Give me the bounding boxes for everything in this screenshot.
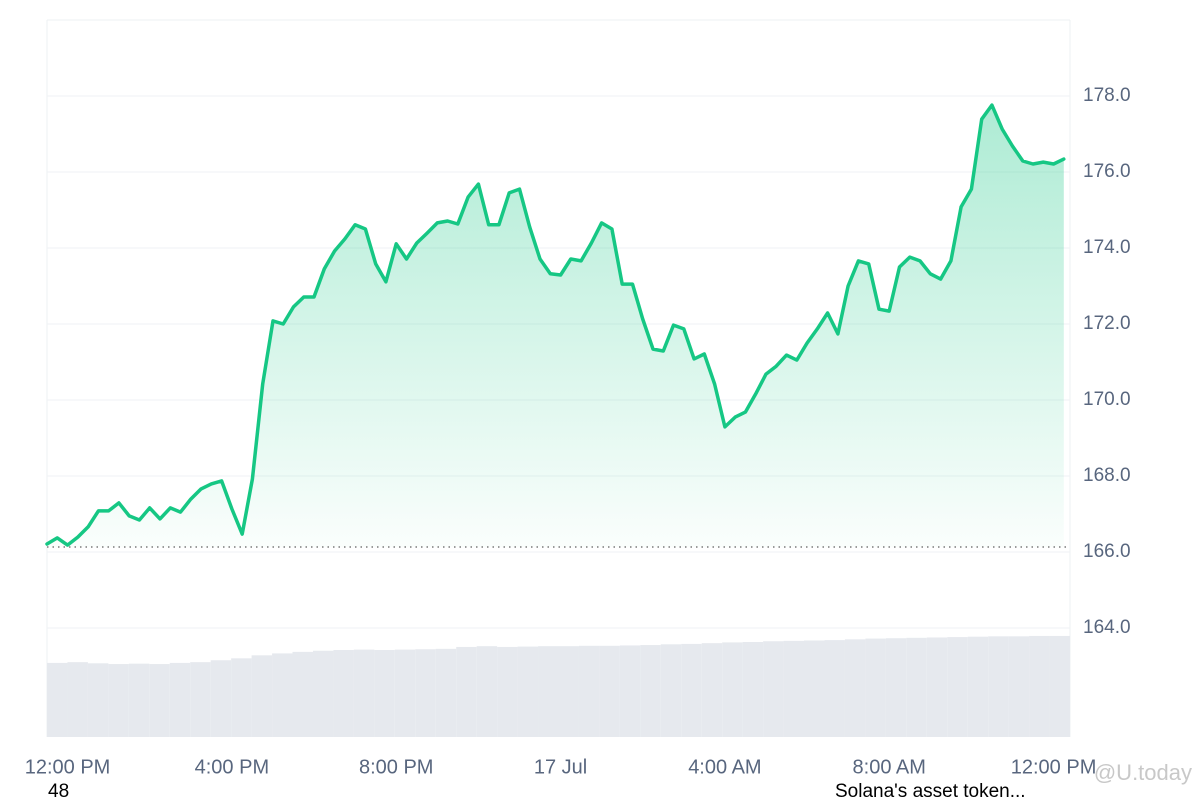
volume-bar [865,638,886,737]
volume-bar [476,646,498,737]
volume-bar [599,645,620,737]
volume-bar [804,640,825,737]
y-tick-label: 164.0 [1083,617,1131,638]
volume-bar [292,651,313,737]
volume-bar [1008,636,1030,737]
volume-bar [272,653,293,737]
y-tick-label: 176.0 [1083,161,1131,182]
volume-bar [47,662,68,737]
volume-bar [681,643,702,737]
volume-bar [742,642,764,737]
volume-bar [497,646,518,737]
volume-bar [108,664,129,737]
volume-bar [701,643,723,737]
volume-bar [251,655,273,737]
volume-bar [538,646,559,737]
volume-bar [333,649,354,737]
volume-bar [87,663,109,737]
volume-bar [415,649,436,737]
volume-bar [947,637,968,737]
volume-bar [374,649,395,737]
volume-bar [353,649,375,737]
volume-bar [906,637,927,737]
volume-bar [619,645,641,737]
volume-bar [190,662,211,737]
y-tick-label: 166.0 [1083,541,1131,562]
volume-bar [312,650,334,737]
footer-right: Solana's asset token... [835,781,1026,800]
y-tick-label: 178.0 [1083,85,1131,106]
volume-bar [169,662,191,737]
volume-bar [1029,635,1050,737]
price-area [47,105,1064,547]
x-tick-label: 4:00 PM [195,756,269,778]
x-tick-label: 4:00 AM [688,756,761,778]
volume-bar [988,636,1009,737]
watermark: @U.today [1094,760,1192,785]
y-tick-label: 174.0 [1083,237,1131,258]
volume-bar [722,642,743,737]
volume-bar [231,658,252,737]
volume-bar [926,637,948,737]
price-line [45,103,1066,547]
volume-bar [763,641,784,737]
volume-bar [394,649,416,737]
x-tick-label: 12:00 PM [1011,756,1097,778]
volume-bar [824,640,845,737]
volume-bar [149,664,170,737]
volume-bar [783,640,805,737]
x-tick-label: 8:00 PM [359,756,433,778]
x-tick-label: 8:00 AM [853,756,926,778]
volume-bar [660,644,682,737]
volume-bar [456,646,477,737]
volume-bar [844,639,866,737]
volume-bar [128,663,150,737]
volume-bar [435,648,457,737]
volume-bar [967,636,989,737]
y-tick-label: 168.0 [1083,465,1131,486]
volume-bar [640,645,661,737]
x-tick-label: 17 Jul [534,756,587,778]
volume-bar [578,645,600,737]
footer-left: 48 [48,781,69,800]
y-tick-label: 172.0 [1083,313,1131,334]
y-tick-label: 170.0 [1083,389,1131,410]
volume-bar [1049,635,1070,737]
volume-bar [558,646,579,737]
volume-bar [210,660,232,737]
volume-bar [885,638,907,737]
x-tick-label: 12:00 PM [25,756,111,778]
volume-bar [67,662,88,737]
volume-bar [517,646,539,737]
